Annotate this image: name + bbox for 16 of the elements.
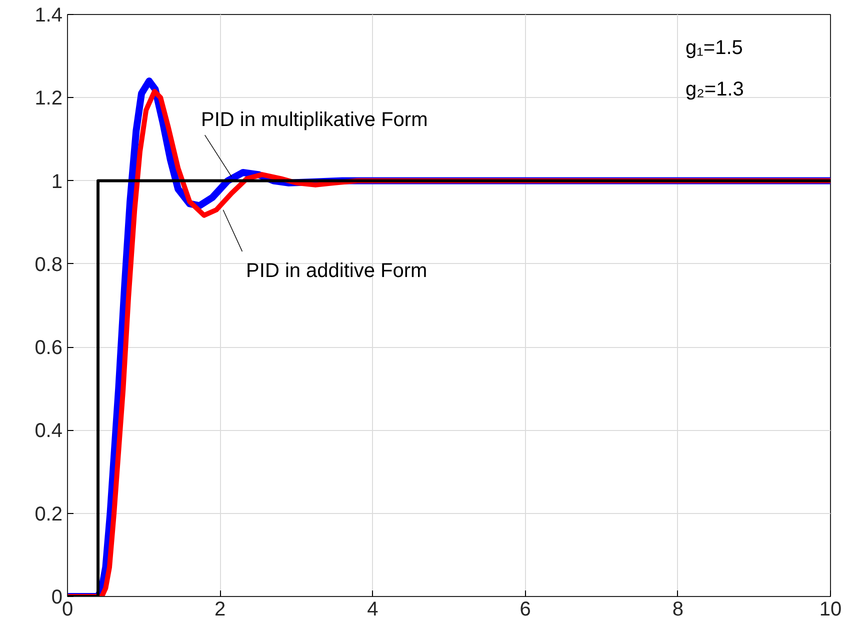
x-tick-label: 10 [819, 598, 842, 620]
annotation: PID in additive Form [246, 260, 428, 282]
x-tick-label: 8 [672, 598, 684, 620]
x-tick-label: 4 [367, 598, 378, 620]
y-tick-label: 0.4 [34, 420, 63, 442]
y-tick-label: 1.2 [34, 88, 63, 110]
y-tick-label: 0.2 [34, 503, 63, 526]
annotation: PID in multiplikative Form [201, 108, 428, 131]
x-tick-label: 6 [520, 598, 531, 620]
y-tick-label: 1 [51, 170, 62, 193]
y-tick-label: 0.6 [34, 337, 63, 360]
annotation: g₂=1.3 [686, 78, 744, 100]
annotation: g₁=1.5 [686, 36, 743, 59]
x-tick-label: 2 [214, 598, 226, 620]
y-tick-label: 1.4 [34, 4, 63, 26]
y-tick-label: 0.8 [34, 254, 63, 276]
